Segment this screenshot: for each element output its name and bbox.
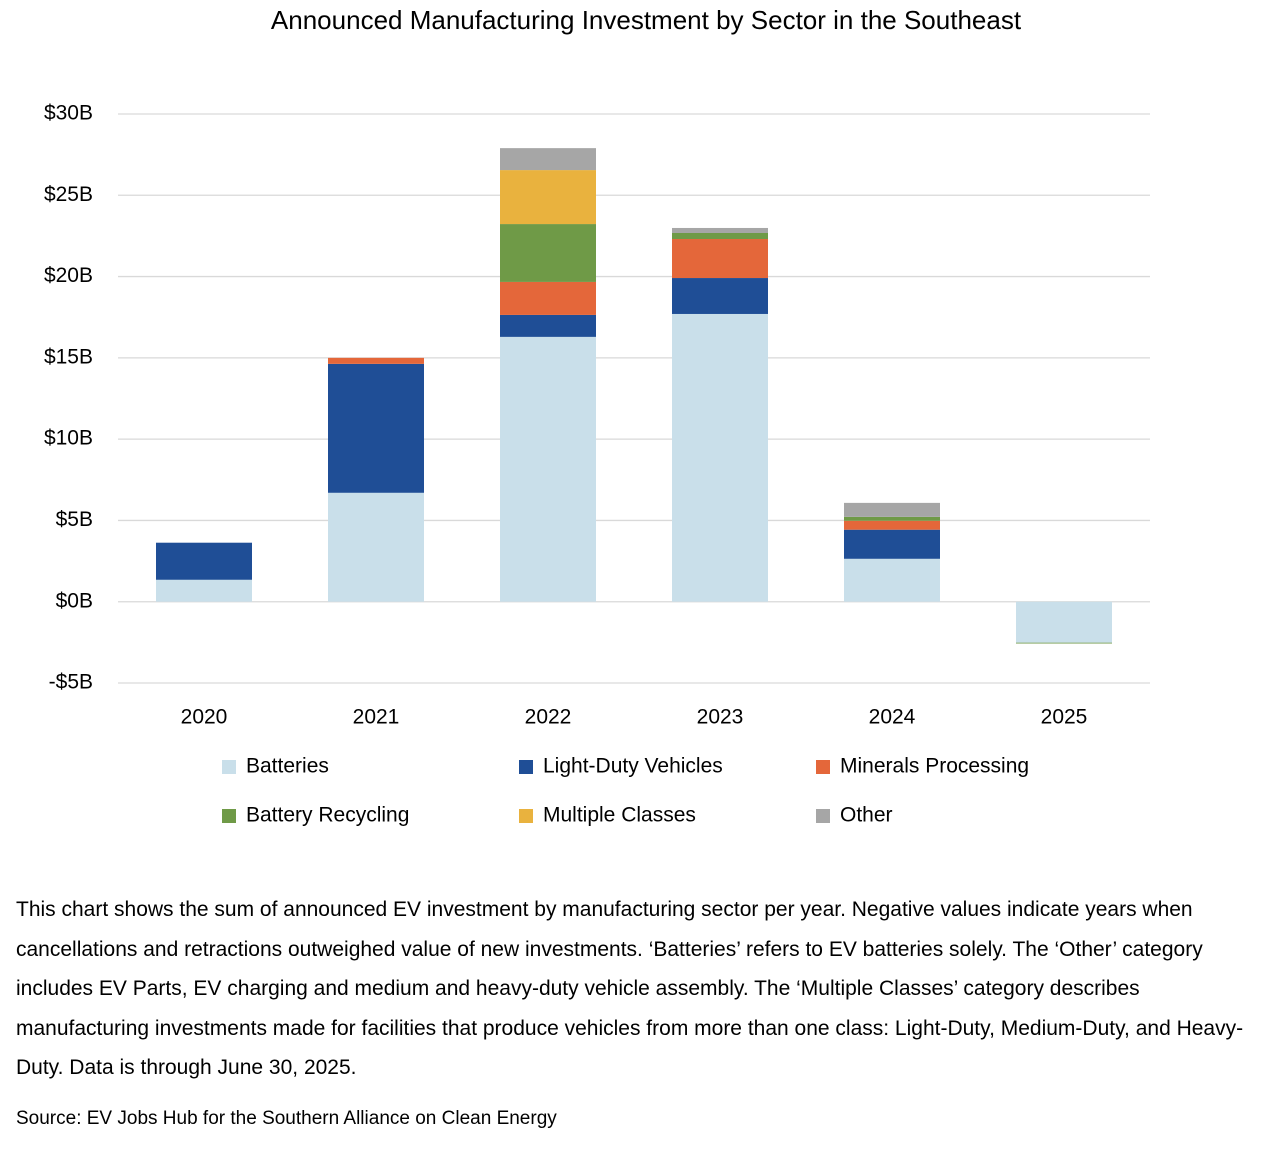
legend-label: Light-Duty Vehicles bbox=[543, 755, 723, 778]
legend-swatch bbox=[816, 809, 830, 823]
y-tick-label: $25B bbox=[44, 183, 93, 206]
bar-segment bbox=[500, 148, 596, 171]
bar-segment bbox=[328, 363, 424, 493]
x-tick-label: 2025 bbox=[1041, 706, 1088, 729]
bar-segment bbox=[672, 278, 768, 314]
legend-swatch bbox=[222, 760, 236, 774]
bar-segment bbox=[156, 579, 252, 602]
bar-segment bbox=[672, 239, 768, 279]
chart-title: Announced Manufacturing Investment by Se… bbox=[271, 5, 1022, 35]
bar-segment bbox=[844, 520, 940, 530]
bar-segment bbox=[1016, 642, 1112, 644]
x-tick-label: 2022 bbox=[525, 706, 572, 729]
bar-segment bbox=[328, 492, 424, 602]
x-tick-label: 2020 bbox=[181, 706, 228, 729]
bar-segment bbox=[500, 224, 596, 282]
x-tick-label: 2024 bbox=[869, 706, 916, 729]
legend-label: Other bbox=[840, 804, 893, 827]
chart-source: Source: EV Jobs Hub for the Southern All… bbox=[16, 1108, 557, 1129]
x-tick-label: 2021 bbox=[353, 706, 400, 729]
y-tick-label: $30B bbox=[44, 102, 93, 125]
bar-segment bbox=[1016, 601, 1112, 643]
legend-label: Multiple Classes bbox=[543, 804, 696, 827]
legend-swatch bbox=[519, 809, 533, 823]
legend-swatch bbox=[222, 809, 236, 823]
chart-note: This chart shows the sum of announced EV… bbox=[16, 898, 1244, 1079]
bar-segment bbox=[672, 227, 768, 234]
y-tick-label: -$5B bbox=[49, 671, 93, 694]
y-tick-label: $10B bbox=[44, 427, 93, 450]
y-tick-label: $20B bbox=[44, 264, 93, 287]
chart: Announced Manufacturing Investment by Se… bbox=[44, 5, 1150, 827]
bar-segment bbox=[500, 336, 596, 602]
bar-segment bbox=[672, 313, 768, 602]
legend-label: Batteries bbox=[246, 755, 329, 778]
bar-segment bbox=[844, 529, 940, 559]
legend-label: Battery Recycling bbox=[246, 804, 409, 827]
bar-segment bbox=[844, 516, 940, 521]
legend-swatch bbox=[519, 760, 533, 774]
x-tick-label: 2023 bbox=[697, 706, 744, 729]
legend-swatch bbox=[816, 760, 830, 774]
y-tick-label: $15B bbox=[44, 345, 93, 368]
bar-segment bbox=[844, 502, 940, 517]
bar-segment bbox=[500, 170, 596, 225]
bar-segment bbox=[156, 542, 252, 580]
bar-segment bbox=[328, 357, 424, 364]
bar-segment bbox=[500, 281, 596, 315]
legend-label: Minerals Processing bbox=[840, 755, 1029, 778]
bar-segment bbox=[672, 233, 768, 240]
bar-segment bbox=[844, 558, 940, 602]
bar-segment bbox=[500, 314, 596, 337]
y-tick-label: $0B bbox=[56, 589, 93, 612]
y-tick-label: $5B bbox=[56, 508, 93, 531]
